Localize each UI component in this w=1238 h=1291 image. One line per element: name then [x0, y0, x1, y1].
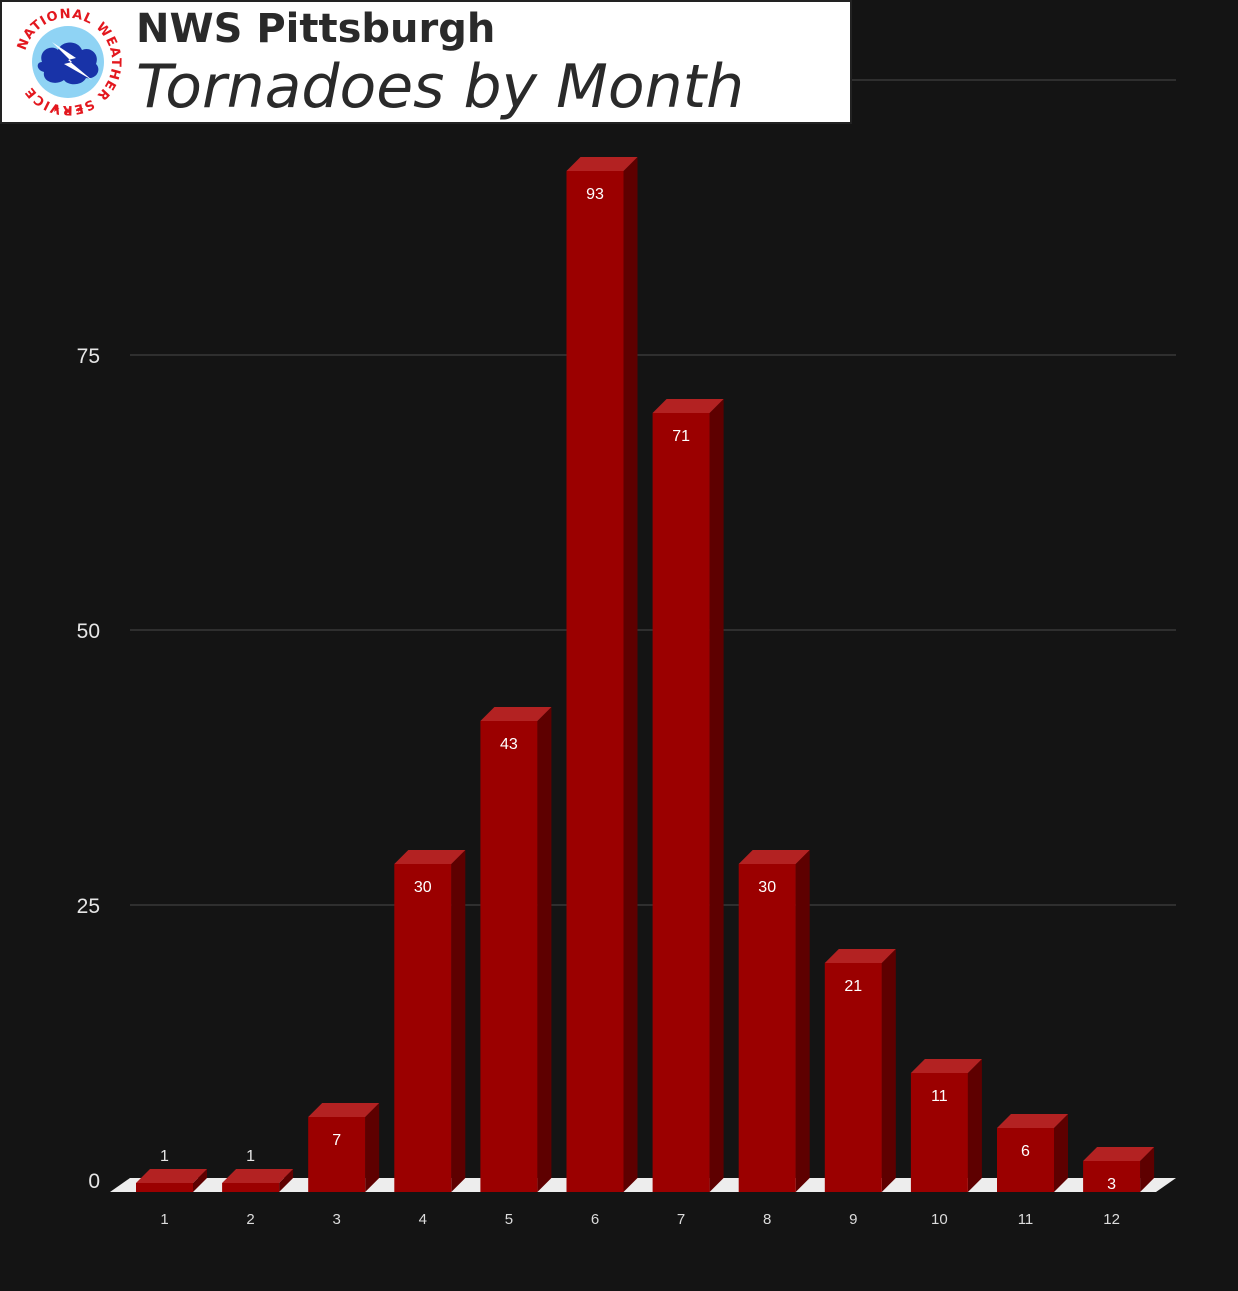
y-tick-label: 0 — [88, 1170, 100, 1193]
bar-month-6 — [566, 157, 638, 1192]
y-tick-label: 75 — [77, 345, 100, 368]
bar-top — [910, 1059, 982, 1073]
y-tick-label: 50 — [77, 620, 100, 643]
bar-side — [623, 157, 638, 1192]
bar-top — [652, 399, 724, 413]
value-label: 21 — [844, 978, 862, 995]
svg-text:★: ★ — [64, 106, 72, 116]
bar-side — [967, 1059, 982, 1192]
value-label: 43 — [500, 736, 518, 753]
bar-side — [537, 707, 552, 1192]
bar-front — [738, 864, 796, 1192]
nws-logo-icon: NATIONAL WEATHER SERVICE ★ ★ ★ — [14, 7, 122, 117]
x-tick-label: 2 — [246, 1211, 254, 1228]
bar-front — [222, 1183, 280, 1192]
bar-top — [222, 1169, 294, 1183]
x-tick-label: 8 — [763, 1211, 771, 1228]
x-tick-label: 12 — [1103, 1211, 1120, 1228]
bar-side — [193, 1169, 207, 1192]
bar-front — [1083, 1161, 1141, 1192]
bar-top — [566, 157, 638, 171]
value-label: 6 — [1021, 1143, 1030, 1160]
value-label: 7 — [332, 1132, 341, 1149]
bar-front — [566, 171, 624, 1192]
bar-side — [365, 1103, 380, 1192]
bar-top — [738, 850, 810, 864]
x-tick-label: 10 — [931, 1211, 948, 1228]
bar-side — [1140, 1147, 1155, 1192]
bar-side — [451, 850, 466, 1192]
bar-month-5 — [480, 707, 552, 1192]
bar-month-7 — [652, 399, 724, 1192]
bar-front — [824, 963, 882, 1192]
bar-side — [709, 399, 724, 1192]
bar-top — [308, 1103, 380, 1117]
bar-front — [997, 1128, 1054, 1192]
bar-front — [480, 721, 538, 1192]
bar-front — [652, 413, 710, 1192]
chart-header: NATIONAL WEATHER SERVICE ★ ★ ★ NWS Pitts… — [0, 0, 852, 124]
bar-top — [394, 850, 466, 864]
bar-top — [997, 1114, 1068, 1128]
bar-front — [910, 1073, 968, 1192]
bar-top — [1083, 1147, 1155, 1161]
value-label: 1 — [160, 1148, 169, 1165]
bar-side — [795, 850, 810, 1192]
x-tick-label: 4 — [419, 1211, 427, 1228]
x-tick-label: 6 — [591, 1211, 599, 1228]
value-label: 30 — [758, 879, 776, 896]
bar-front — [136, 1183, 193, 1192]
bar-top — [824, 949, 896, 963]
bar-month-12 — [1083, 1147, 1155, 1192]
bar-side — [1054, 1114, 1068, 1192]
y-tick-label: 25 — [77, 895, 100, 918]
x-tick-label: 3 — [333, 1211, 341, 1228]
bar-month-10 — [910, 1059, 982, 1192]
x-tick-label: 7 — [677, 1211, 685, 1228]
bar-top — [136, 1169, 207, 1183]
x-tick-label: 11 — [1018, 1211, 1034, 1228]
x-tick-label: 1 — [160, 1211, 168, 1228]
bar-month-2 — [222, 1169, 294, 1192]
bar-month-8 — [738, 850, 810, 1192]
bar-side — [279, 1169, 294, 1192]
svg-text:★: ★ — [76, 104, 84, 114]
value-label: 11 — [931, 1088, 948, 1105]
value-label: 1 — [246, 1148, 255, 1165]
value-label: 30 — [414, 879, 432, 896]
bar-month-1 — [136, 1169, 207, 1192]
bar-month-11 — [997, 1114, 1068, 1192]
bar-top — [480, 707, 552, 721]
value-label: 3 — [1107, 1176, 1116, 1193]
value-label: 71 — [672, 428, 690, 445]
chart-title: Tornadoes by Month — [136, 52, 745, 122]
bar-front — [308, 1117, 366, 1192]
bar-front — [394, 864, 452, 1192]
org-title: NWS Pittsburgh — [136, 6, 496, 52]
svg-text:★: ★ — [52, 104, 60, 114]
bar-side — [881, 949, 896, 1192]
chart-floor — [110, 1178, 1176, 1192]
x-tick-label: 9 — [849, 1211, 857, 1228]
value-label: 93 — [586, 186, 604, 203]
bar-month-4 — [394, 850, 466, 1192]
bar-month-9 — [824, 949, 896, 1192]
x-tick-label: 5 — [505, 1211, 513, 1228]
bar-month-3 — [308, 1103, 380, 1192]
